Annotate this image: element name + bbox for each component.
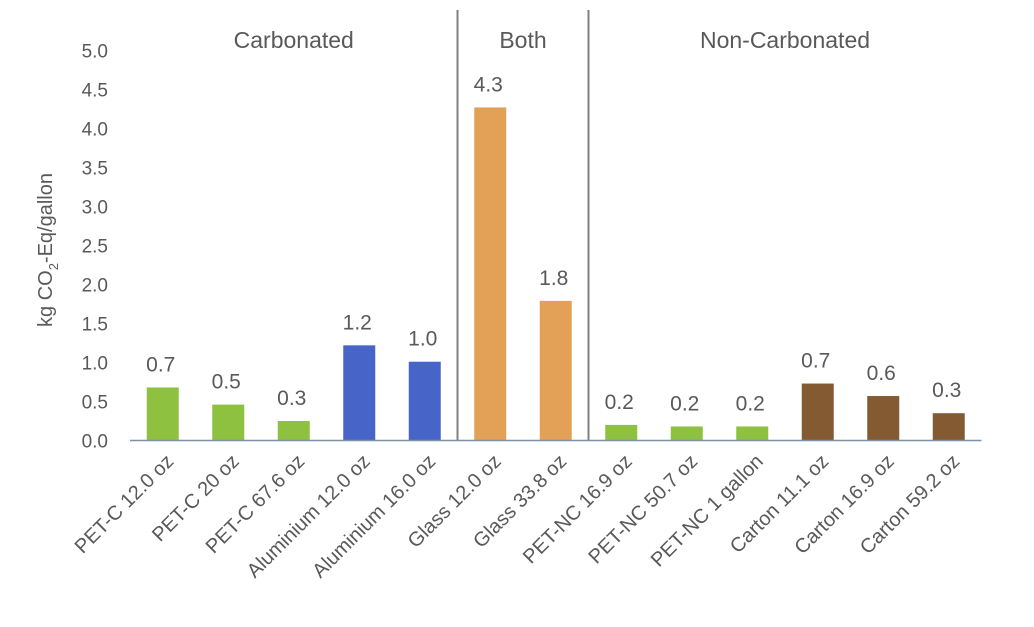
data-label-pet-c-12-0-oz: 0.7 — [146, 353, 175, 376]
y-tick-label: 5.0 — [82, 42, 108, 63]
data-label-pet-nc-16-9-oz: 0.2 — [605, 391, 634, 414]
y-tick-label: 4.5 — [82, 81, 108, 102]
group-dividers — [456, 10, 590, 441]
x-tick-label-aluminium-12-0-oz: Aluminium 12.0 oz — [243, 450, 375, 582]
data-label-carton-11-1-oz: 0.7 — [801, 350, 830, 373]
y-tick-label: 1.5 — [82, 315, 108, 336]
y-axis-label: kg CO2-Eq/gallon — [35, 173, 61, 327]
y-tick-label: 3.5 — [82, 159, 108, 180]
y-tick-label: 0.0 — [82, 432, 108, 453]
group-labels: Carbonated Both Non-Carbonated — [234, 27, 870, 53]
group-label-carbonated: Carbonated — [234, 27, 354, 53]
data-label-pet-c-67-6-oz: 0.3 — [277, 387, 306, 410]
bar-aluminium-12-0-oz — [343, 345, 376, 441]
bars — [146, 107, 965, 441]
data-label-pet-nc-50-7-oz: 0.2 — [670, 392, 699, 415]
group-label-non-carbonated: Non-Carbonated — [700, 27, 870, 53]
data-label-aluminium-12-0-oz: 1.2 — [343, 311, 372, 334]
data-label-carton-16-9-oz: 0.6 — [867, 362, 896, 385]
bar-pet-nc-16-9-oz — [605, 424, 638, 441]
bar-aluminium-16-0-oz — [408, 361, 441, 441]
bar-carton-11-1-oz — [801, 383, 834, 441]
data-label-carton-59-2-oz: 0.3 — [932, 379, 961, 402]
x-tick-label-aluminium-16-0-oz: Aluminium 16.0 oz — [308, 450, 440, 582]
y-tick-label: 0.5 — [82, 393, 108, 414]
data-label-pet-c-20-oz: 0.5 — [212, 371, 241, 394]
bar-carton-59-2-oz — [932, 413, 965, 441]
y-tick-label: 4.0 — [82, 120, 108, 141]
y-tick-label: 2.0 — [82, 276, 108, 297]
group-label-both: Both — [499, 27, 546, 53]
y-axis-label-subscript: 2 — [46, 263, 61, 270]
y-axis-ticks: 0.0 0.5 1.0 1.5 2.0 2.5 3.0 3.5 4.0 4.5 5.0 — [82, 42, 108, 453]
bar-pet-c-67-6-oz — [277, 421, 310, 441]
x-tick-label-pet-nc-1-gallon: PET-NC 1 gallon — [647, 450, 768, 571]
bar-carton-16-9-oz — [867, 396, 900, 441]
data-label-pet-nc-1-gallon: 0.2 — [736, 392, 765, 415]
bar-pet-c-12-0-oz — [146, 387, 179, 441]
data-labels: 0.7 0.5 0.3 1.2 1.0 4.3 1.8 0.2 0.2 0.2 0.7 0.6 0.3 — [146, 73, 961, 415]
bar-glass-12-0-oz — [474, 107, 507, 441]
data-label-glass-12-0-oz: 4.3 — [474, 73, 503, 96]
y-axis-label-prefix: kg CO — [35, 270, 57, 327]
y-tick-label: 3.0 — [82, 198, 108, 219]
data-label-glass-33-8-oz: 1.8 — [539, 267, 568, 290]
y-axis-label-suffix: -Eq/gallon — [35, 173, 57, 263]
bar-glass-33-8-oz — [539, 300, 572, 441]
bar-pet-c-20-oz — [212, 404, 245, 441]
y-tick-label: 1.0 — [82, 354, 108, 375]
bar-pet-nc-50-7-oz — [670, 426, 703, 441]
y-tick-label: 2.5 — [82, 237, 108, 258]
data-label-aluminium-16-0-oz: 1.0 — [408, 328, 437, 351]
bar-pet-nc-1-gallon — [736, 426, 769, 441]
